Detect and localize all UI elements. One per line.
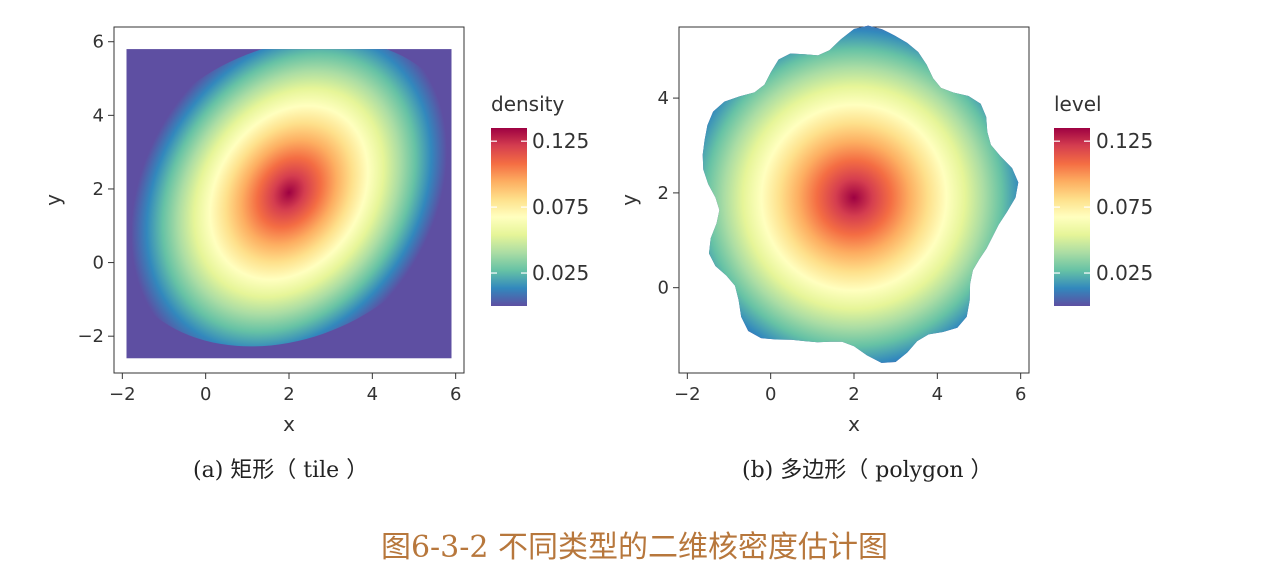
figure-title: 图6-3-2 不同类型的二维核密度估计图	[380, 530, 889, 565]
x-tick-label: 2	[283, 384, 294, 405]
axes: −2 0 2 4 6 0 2 4	[658, 88, 1027, 405]
panel-b-caption: (b) 多边形（ polygon ）	[742, 458, 993, 483]
x-tick-label: 6	[450, 384, 461, 405]
y-tick-label: 6	[93, 32, 104, 53]
y-axis-label: y	[617, 194, 641, 206]
legend-tick-label: 0.075	[1096, 195, 1153, 219]
legend-colorbar	[1054, 128, 1090, 306]
y-tick-label: 0	[658, 278, 669, 299]
x-tick-label: 4	[367, 384, 378, 405]
legend-title: density	[491, 92, 564, 116]
x-tick-label: 0	[200, 384, 211, 405]
color-legend: density 0.125 0.075 0.025	[491, 92, 589, 306]
y-axis-label: y	[41, 194, 65, 206]
x-tick-label: 4	[932, 384, 943, 405]
legend-tick-label: 0.025	[532, 261, 589, 285]
panel-a-caption: (a) 矩形（ tile ）	[193, 458, 369, 483]
legend-tick-label: 0.125	[532, 129, 589, 153]
legend-tick-label: 0.075	[532, 195, 589, 219]
y-tick-label: 2	[93, 179, 104, 200]
x-axis-label: x	[283, 412, 295, 436]
chart-panel-polygon: −2 0 2 4 6 0 2 4 x y level 0.125 0.075 0.025	[617, 25, 1153, 436]
y-tick-label: 0	[93, 253, 104, 274]
x-tick-label: 2	[848, 384, 859, 405]
density-tile-hotspot	[126, 49, 452, 347]
y-tick-label: 4	[93, 105, 104, 126]
legend-tick-label: 0.125	[1096, 129, 1153, 153]
y-tick-label: 2	[658, 183, 669, 204]
x-tick-label: 6	[1015, 384, 1026, 405]
legend-colorbar	[491, 128, 527, 306]
x-tick-label: −2	[674, 384, 701, 405]
legend-ticks: 0.125 0.075 0.025	[1054, 129, 1153, 285]
x-tick-label: −2	[109, 384, 136, 405]
density-polygon-hotspot	[702, 25, 1019, 363]
x-axis-label: x	[848, 412, 860, 436]
y-tick-label: 4	[658, 88, 669, 109]
chart-panel-tile: −2 0 2 4 6 −2 0 2 4 6 x y density 0.125 0.075 0.025	[41, 26, 589, 436]
legend-ticks: 0.125 0.075 0.025	[491, 129, 589, 285]
y-tick-label: −2	[77, 326, 104, 347]
x-tick-label: 0	[765, 384, 776, 405]
legend-tick-label: 0.025	[1096, 261, 1153, 285]
axes: −2 0 2 4 6 −2 0 2 4 6	[77, 32, 461, 405]
legend-title: level	[1054, 92, 1102, 116]
color-legend: level 0.125 0.075 0.025	[1054, 92, 1153, 306]
